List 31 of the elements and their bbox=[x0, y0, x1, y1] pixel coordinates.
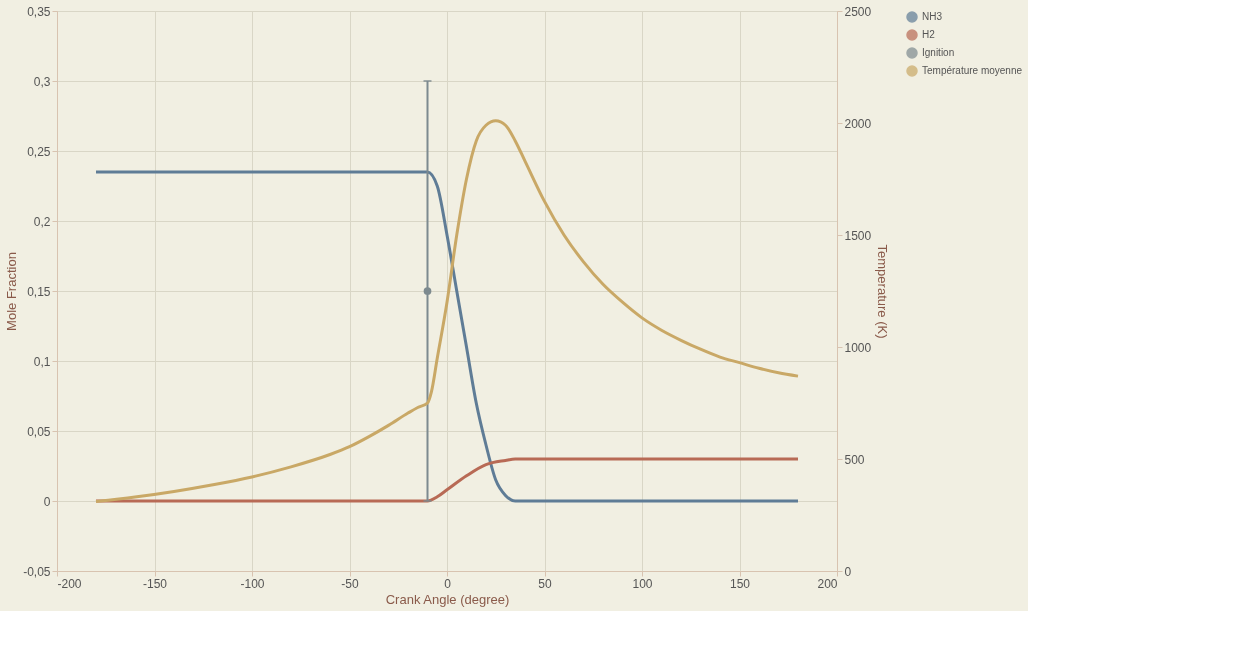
y-tick-label: 0,2 bbox=[33, 214, 51, 229]
y2-tick-label: 2500 bbox=[844, 4, 872, 19]
y-axis-title: Mole Fraction bbox=[4, 252, 20, 331]
x-tick-label: 150 bbox=[729, 576, 751, 591]
y2-tick-label: 0 bbox=[844, 564, 852, 579]
x-tick-label: -150 bbox=[142, 576, 168, 591]
legend-label: NH3 bbox=[922, 11, 943, 22]
x-tick-label: -100 bbox=[240, 576, 265, 591]
legend-label: Température moyenne bbox=[922, 65, 1023, 76]
y-tick-label: 0 bbox=[43, 494, 51, 509]
legend-label: H2 bbox=[922, 29, 936, 40]
x-tick-label: 100 bbox=[632, 576, 653, 591]
y2-tick-label: 500 bbox=[844, 452, 865, 467]
y-tick-label: 0,35 bbox=[27, 4, 51, 19]
y-tick-label: 0,1 bbox=[33, 354, 51, 369]
y-tick-label: 0,25 bbox=[27, 144, 51, 159]
legend-label: Ignition bbox=[922, 47, 955, 58]
x-axis-title: Crank Angle (degree) bbox=[385, 591, 510, 607]
x-tick-label: 200 bbox=[817, 576, 838, 591]
x-tick-label: -200 bbox=[57, 576, 82, 591]
y-tick-label: 0,05 bbox=[27, 424, 51, 439]
x-tick-label: 0 bbox=[444, 576, 452, 591]
x-tick-label: -50 bbox=[341, 576, 359, 591]
x-tick-label: 50 bbox=[538, 576, 552, 591]
y-tick-label: -0,05 bbox=[23, 564, 51, 579]
y2-tick-label: 1500 bbox=[844, 228, 872, 243]
y2-tick-label: 1000 bbox=[844, 340, 872, 355]
y-tick-label: 0,15 bbox=[27, 284, 51, 299]
y-tick-label: 0,3 bbox=[33, 74, 51, 89]
y2-tick-label: 2000 bbox=[844, 116, 872, 131]
y2-axis-title: Temperature (K) bbox=[875, 244, 891, 339]
